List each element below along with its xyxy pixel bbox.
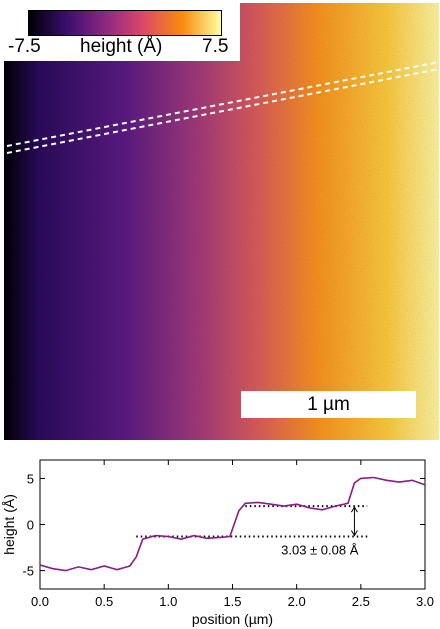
colorbar-panel: -7.5 height (Å) 7.5 [4, 3, 240, 61]
colorbar-gradient [28, 10, 222, 36]
colorbar-max-label: 7.5 [202, 36, 229, 57]
step-arrow-head [350, 506, 358, 513]
x-axis-label: position (µm) [192, 611, 273, 627]
x-tick-label: 2.5 [352, 594, 370, 609]
plot-frame [39, 459, 426, 590]
step-arrow-head [350, 530, 358, 537]
profile-line [39, 476, 426, 572]
y-tick-label: 5 [27, 471, 34, 486]
x-tick-label: 2.0 [288, 594, 306, 609]
x-tick-label: 3.0 [416, 594, 434, 609]
x-tick-label: 0.5 [95, 594, 113, 609]
y-tick-label: -5 [22, 564, 34, 579]
y-tick-label: 0 [27, 518, 34, 533]
afm-height-map [4, 3, 439, 440]
y-axis-label: height (Å) [1, 494, 17, 555]
colorbar-title: height (Å) [80, 36, 163, 57]
height-profile-plot: 0.0 0.5 1.0 1.5 2.0 2.5 3.0 -5 0 5 position (µm) he… [1, 459, 434, 627]
x-tick-label: 0.0 [31, 594, 49, 609]
colorbar-min-label: -7.5 [8, 36, 41, 57]
scale-bar: 1 µm [241, 391, 416, 418]
x-tick-label: 1.5 [223, 594, 241, 609]
step-annotation: 3.03 ± 0.08 Å [281, 542, 359, 557]
x-tick-label: 1.0 [159, 594, 177, 609]
